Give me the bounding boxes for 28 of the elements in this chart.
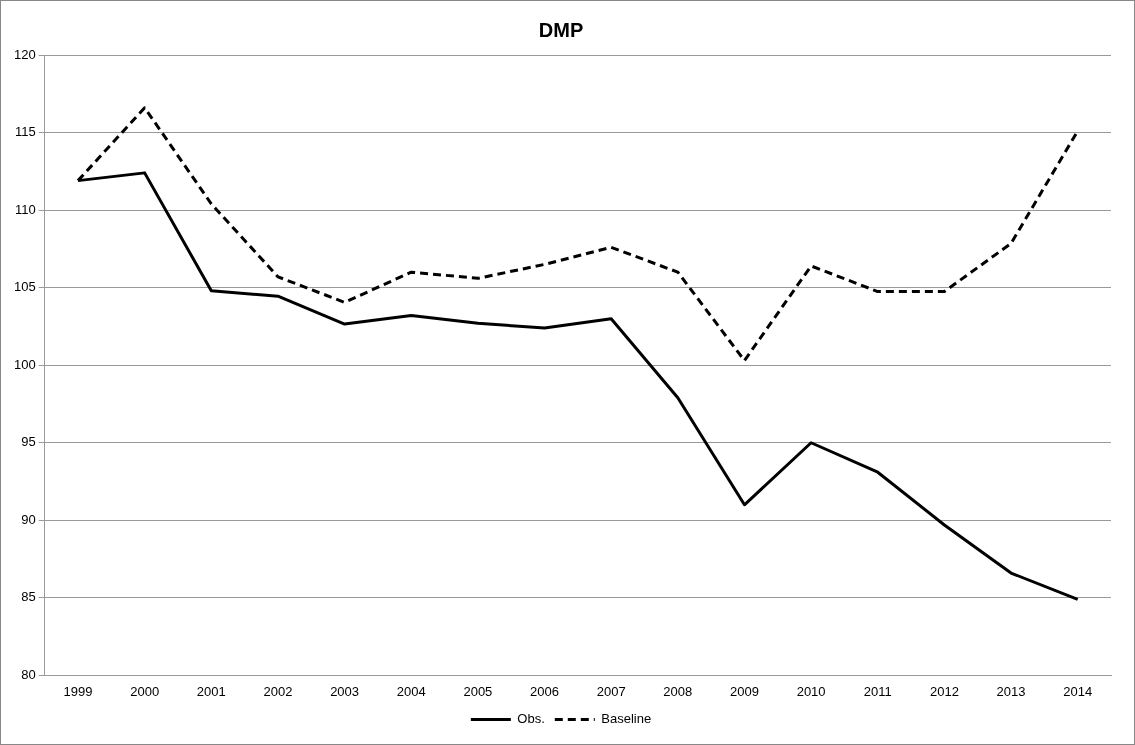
y-tick-label: 90	[21, 511, 36, 527]
chart-title: DMP	[538, 18, 584, 41]
y-tick-label: 115	[14, 124, 36, 140]
x-tick-label: 2007	[596, 683, 626, 699]
x-tick-label: 2001	[196, 683, 226, 699]
x-tick-label: 2013	[996, 683, 1026, 699]
x-tick-label: 2009	[729, 683, 759, 699]
y-tick-label: 80	[21, 666, 36, 682]
x-tick-label: 1999	[63, 683, 93, 699]
x-tick-label: 2000	[130, 683, 160, 699]
legend-label: Baseline	[601, 711, 652, 727]
x-tick-label: 2010	[796, 683, 826, 699]
x-tick-label: 2014	[1063, 683, 1093, 699]
x-tick-label: 2004	[396, 683, 426, 699]
y-tick-label: 85	[21, 589, 36, 605]
y-tick-label: 95	[21, 434, 36, 450]
y-tick-label: 105	[13, 279, 36, 295]
y-tick-label: 100	[13, 356, 36, 372]
legend-label: Obs.	[517, 711, 545, 727]
x-tick-label: 2011	[863, 683, 892, 699]
y-tick-label: 120	[13, 46, 36, 62]
x-tick-label: 2002	[263, 683, 293, 699]
x-tick-label: 2003	[330, 683, 360, 699]
x-tick-label: 2005	[463, 683, 493, 699]
y-tick-label: 110	[14, 201, 36, 217]
x-tick-label: 2008	[663, 683, 693, 699]
x-tick-label: 2006	[530, 683, 559, 699]
x-tick-label: 2012	[929, 683, 959, 699]
